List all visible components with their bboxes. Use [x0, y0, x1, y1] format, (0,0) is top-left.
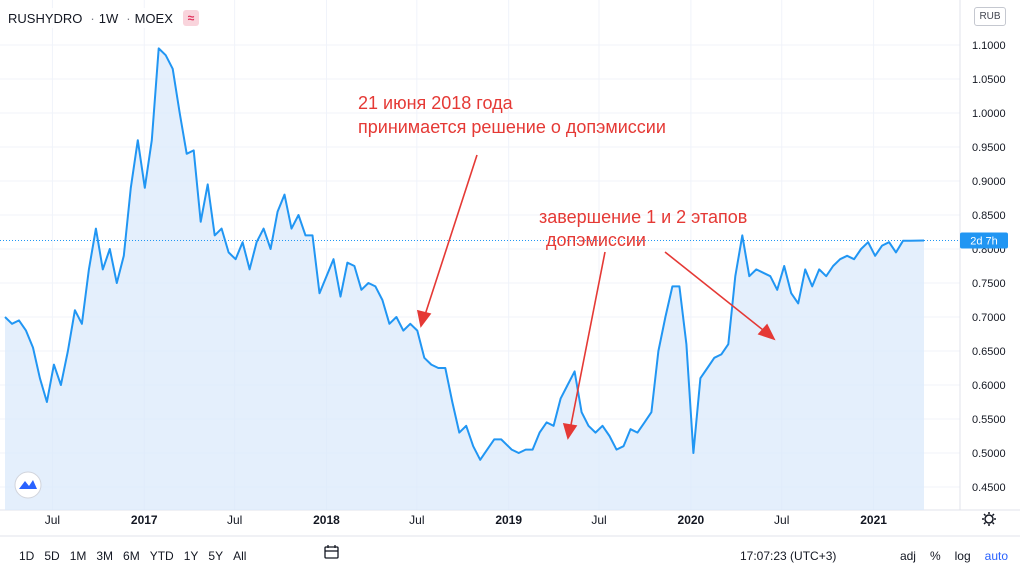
range-button-all[interactable]: All — [233, 549, 247, 563]
price-line — [4, 47, 925, 461]
scale-options: adj % log auto — [886, 537, 1008, 575]
settings-gear-icon[interactable] — [982, 512, 996, 526]
header-separator: · — [126, 10, 131, 26]
y-tick-label: 0.5500 — [972, 414, 1006, 426]
range-button-6m[interactable]: 6M — [123, 549, 140, 563]
x-tick-label: 2018 — [313, 513, 340, 527]
range-button-1m[interactable]: 1M — [69, 549, 87, 563]
annotation-2-line-1: завершение 1 и 2 этапов — [539, 207, 747, 227]
annotation-arrowhead-2 — [562, 423, 578, 440]
y-tick-label: 0.9500 — [972, 142, 1006, 154]
x-tick-label: Jul — [45, 513, 60, 527]
y-tick-label: 1.1000 — [972, 40, 1006, 52]
y-tick-label: 0.5000 — [972, 448, 1006, 460]
annotation-2-line-2: допэмиссии — [546, 230, 646, 250]
y-tick-label: 0.8500 — [972, 210, 1006, 222]
y-tick-label: 1.0500 — [972, 74, 1006, 86]
y-axis[interactable]: 1.10001.05001.00000.95000.90000.85000.80… — [972, 40, 1006, 494]
range-button-5d[interactable]: 5D — [44, 549, 60, 563]
log-toggle[interactable]: log — [954, 549, 971, 563]
auto-toggle[interactable]: auto — [984, 549, 1008, 563]
annotation-arrowhead-1 — [416, 309, 432, 328]
price-label-box — [960, 232, 1008, 249]
annotations: 21 июня 2018 года принимается решение о … — [358, 93, 747, 250]
annotation-arrowhead-3 — [757, 323, 776, 341]
annotation-1-line-1: 21 июня 2018 года — [358, 93, 514, 113]
y-tick-label: 0.7000 — [972, 312, 1006, 324]
range-button-ytd[interactable]: YTD — [149, 549, 174, 563]
header-separator: · — [90, 10, 95, 26]
exchange-label: MOEX — [134, 10, 173, 26]
x-tick-label: 2020 — [678, 513, 705, 527]
x-tick-label: 2017 — [131, 513, 158, 527]
annotation-arrow-3 — [664, 251, 769, 335]
price-label-text: 2d 7h — [970, 236, 998, 248]
x-tick-label: 2019 — [495, 513, 522, 527]
y-tick-label: 0.9000 — [972, 176, 1006, 188]
x-tick-label: Jul — [409, 513, 424, 527]
range-button-5y[interactable]: 5Y — [208, 549, 224, 563]
y-tick-label: 0.6500 — [972, 346, 1006, 358]
calendar-icon[interactable] — [324, 545, 339, 559]
symbol-name[interactable]: RUSHYDRO — [8, 10, 83, 26]
annotation-arrow-1 — [423, 154, 478, 319]
interval-label[interactable]: 1W — [98, 10, 119, 26]
adj-toggle[interactable]: adj — [899, 549, 916, 563]
symbol-header[interactable]: RUSHYDRO · 1W · MOEX ≈ — [8, 8, 199, 28]
x-tick-label: 2021 — [860, 513, 887, 527]
clock-label[interactable]: 17:07:23 (UTC+3) — [740, 549, 837, 563]
y-tick-label: 0.6000 — [972, 380, 1006, 392]
x-tick-label: Jul — [591, 513, 606, 527]
price-area-fill — [5, 48, 924, 511]
y-tick-label: 0.4500 — [972, 482, 1006, 494]
currency-badge[interactable]: RUB — [974, 7, 1006, 26]
range-selector: 1D 5D 1M 3M 6M YTD 1Y 5Y All — [14, 549, 251, 563]
annotation-arrow-2 — [569, 251, 606, 431]
annotation-arrows — [416, 154, 776, 440]
range-button-1y[interactable]: 1Y — [183, 549, 199, 563]
price-label: 2d 7h — [960, 232, 1008, 249]
y-tick-label: 1.0000 — [972, 108, 1006, 120]
annotation-1-line-2: принимается решение о допэмиссии — [358, 117, 666, 137]
bottom-toolbar: 1D 5D 1M 3M 6M YTD 1Y 5Y All 17:07:23 (UTC+3) ad… — [0, 537, 1020, 575]
x-tick-label: Jul — [774, 513, 789, 527]
range-button-3m[interactable]: 3M — [96, 549, 114, 563]
x-tick-label: Jul — [227, 513, 242, 527]
compare-icon[interactable]: ≈ — [182, 10, 199, 26]
x-axis[interactable]: Jul 2017 Jul 2018 Jul 2019 Jul 2020 Jul 2021 — [45, 513, 888, 527]
range-button-1d[interactable]: 1D — [19, 549, 35, 563]
percent-toggle[interactable]: % — [929, 549, 941, 563]
y-tick-label: 0.7500 — [972, 278, 1006, 290]
tradingview-logo-icon[interactable] — [14, 471, 42, 499]
